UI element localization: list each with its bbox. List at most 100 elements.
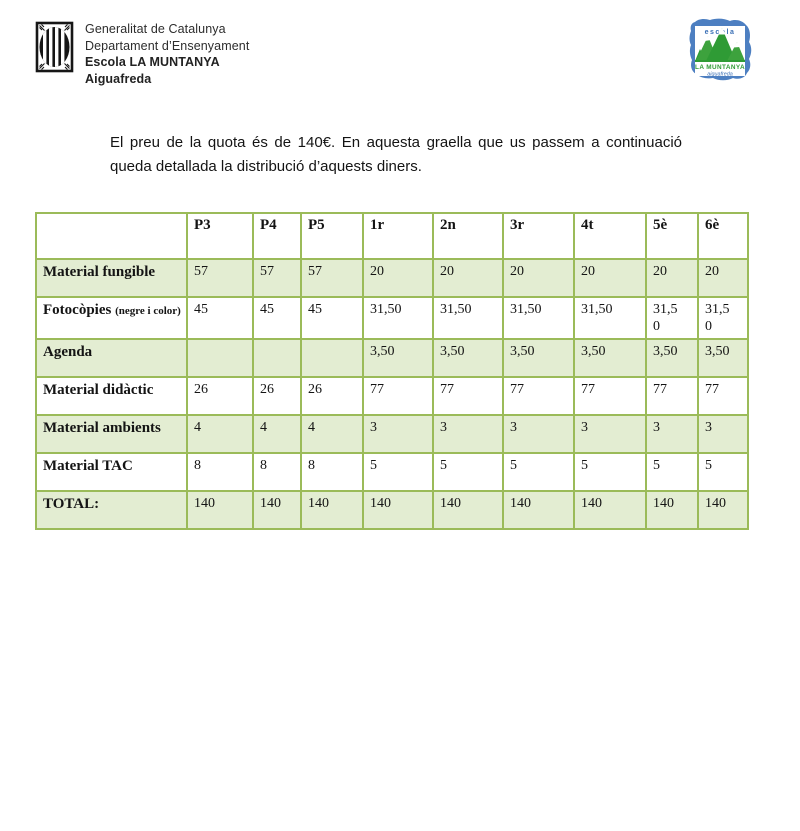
cell-value: 26 — [186, 376, 254, 416]
cell-value: 8 — [252, 452, 302, 492]
cell-value: 45 — [252, 296, 302, 340]
cell-value: 57 — [300, 258, 364, 298]
table-row-agenda: Agenda 3,50 3,50 3,50 3,50 3,50 3,50 — [35, 338, 749, 378]
cell-value: 8 — [300, 452, 364, 492]
col-header-p3: P3 — [186, 212, 254, 260]
cell-value: 20 — [697, 258, 749, 298]
school-name: Escola LA MUNTANYA — [85, 55, 220, 69]
col-header-p5: P5 — [300, 212, 364, 260]
row-label: Agenda — [35, 338, 188, 378]
table-row-material-didactic: Material didàctic 26 26 26 77 77 77 77 7… — [35, 376, 749, 416]
cell-value: 77 — [573, 376, 647, 416]
cell-value: 4 — [300, 414, 364, 454]
cell-value: 3 — [362, 414, 434, 454]
cell-value: 140 — [300, 490, 364, 530]
letterhead: Generalitat de Catalunya Departament d’E… — [85, 21, 249, 87]
cell-value: 31,50 — [502, 296, 575, 340]
cell-value: 31,50 — [645, 296, 699, 340]
department-name: Departament d’Ensenyament — [85, 38, 250, 53]
col-header-5e: 5è — [645, 212, 699, 260]
row-label: Material fungible — [35, 258, 188, 298]
col-header-3r: 3r — [502, 212, 575, 260]
cell-value: 77 — [645, 376, 699, 416]
table-row-total: TOTAL: 140 140 140 140 140 140 140 140 1… — [35, 490, 749, 530]
row-label: TOTAL: — [35, 490, 188, 530]
cell-value: 140 — [573, 490, 647, 530]
cell-value: 5 — [573, 452, 647, 492]
col-header-2n: 2n — [432, 212, 504, 260]
cell-value: 45 — [186, 296, 254, 340]
cell-value: 3 — [645, 414, 699, 454]
org-name: Generalitat de Catalunya — [85, 22, 226, 36]
cell-value: 3 — [697, 414, 749, 454]
intro-paragraph: El preu de la quota és de 140€. En aques… — [110, 134, 682, 175]
cell-value: 31,50 — [432, 296, 504, 340]
row-label-main: Fotocòpies — [43, 302, 112, 318]
cell-value: 140 — [645, 490, 699, 530]
cell-value: 8 — [186, 452, 254, 492]
logo-town-name: aiguafreda — [707, 72, 732, 78]
generalitat-seal-icon — [32, 16, 77, 83]
cell-value: 140 — [362, 490, 434, 530]
row-label: Fotocòpies (negre i color) — [35, 296, 188, 340]
row-label-note: (negre i color) — [115, 305, 181, 317]
cell-value: 31,50 — [573, 296, 647, 340]
cell-value: 20 — [645, 258, 699, 298]
cell-value: 31,50 — [697, 296, 749, 340]
cell-value — [186, 338, 254, 378]
cell-value: 20 — [362, 258, 434, 298]
cell-value: 5 — [432, 452, 504, 492]
cell-value: 5 — [697, 452, 749, 492]
cell-value — [300, 338, 364, 378]
col-header-6e: 6è — [697, 212, 749, 260]
cell-value: 77 — [502, 376, 575, 416]
cell-value: 20 — [502, 258, 575, 298]
cell-value: 5 — [502, 452, 575, 492]
row-label: Material TAC — [35, 452, 188, 492]
col-header-1r: 1r — [362, 212, 434, 260]
cell-value: 140 — [502, 490, 575, 530]
cell-value: 3,50 — [645, 338, 699, 378]
table-row-material-ambients: Material ambients 4 4 4 3 3 3 3 3 3 — [35, 414, 749, 454]
col-header-empty — [35, 212, 188, 260]
cell-value: 4 — [252, 414, 302, 454]
cell-value: 77 — [362, 376, 434, 416]
cell-value: 77 — [432, 376, 504, 416]
row-label: Material ambients — [35, 414, 188, 454]
cell-value: 3,50 — [502, 338, 575, 378]
table-row-fotocopies: Fotocòpies (negre i color) 45 45 45 31,5… — [35, 296, 749, 340]
col-header-4t: 4t — [573, 212, 647, 260]
cell-value — [252, 338, 302, 378]
table-header-row: P3 P4 P5 1r 2n 3r 4t 5è 6è — [35, 212, 749, 260]
cell-value: 140 — [252, 490, 302, 530]
cell-value: 4 — [186, 414, 254, 454]
cell-value: 3,50 — [432, 338, 504, 378]
cell-value: 57 — [252, 258, 302, 298]
cell-value: 26 — [252, 376, 302, 416]
cell-value: 45 — [300, 296, 364, 340]
cell-value: 31,50 — [362, 296, 434, 340]
cell-value: 3 — [573, 414, 647, 454]
cell-value: 26 — [300, 376, 364, 416]
cell-value: 77 — [697, 376, 749, 416]
cell-value: 3,50 — [362, 338, 434, 378]
cell-value: 20 — [432, 258, 504, 298]
row-label: Material didàctic — [35, 376, 188, 416]
cell-value: 140 — [697, 490, 749, 530]
cell-value: 3 — [432, 414, 504, 454]
cell-value: 140 — [432, 490, 504, 530]
cell-value: 3,50 — [697, 338, 749, 378]
town-name: Aiguafreda — [85, 71, 152, 86]
cell-value: 20 — [573, 258, 647, 298]
col-header-p4: P4 — [252, 212, 302, 260]
cell-value: 3,50 — [573, 338, 647, 378]
table-row-material-tac: Material TAC 8 8 8 5 5 5 5 5 5 — [35, 452, 749, 492]
logo-school-name: LA MUNTANYA — [695, 64, 745, 71]
school-logo-icon: escola LA MUNTANYA aiguafreda — [687, 14, 753, 95]
cell-value: 3 — [502, 414, 575, 454]
cell-value: 5 — [645, 452, 699, 492]
quota-table: P3 P4 P5 1r 2n 3r 4t 5è 6è Material fung… — [35, 212, 749, 530]
cell-value: 140 — [186, 490, 254, 530]
table-row-material-fungible: Material fungible 57 57 57 20 20 20 20 2… — [35, 258, 749, 298]
cell-value: 5 — [362, 452, 434, 492]
